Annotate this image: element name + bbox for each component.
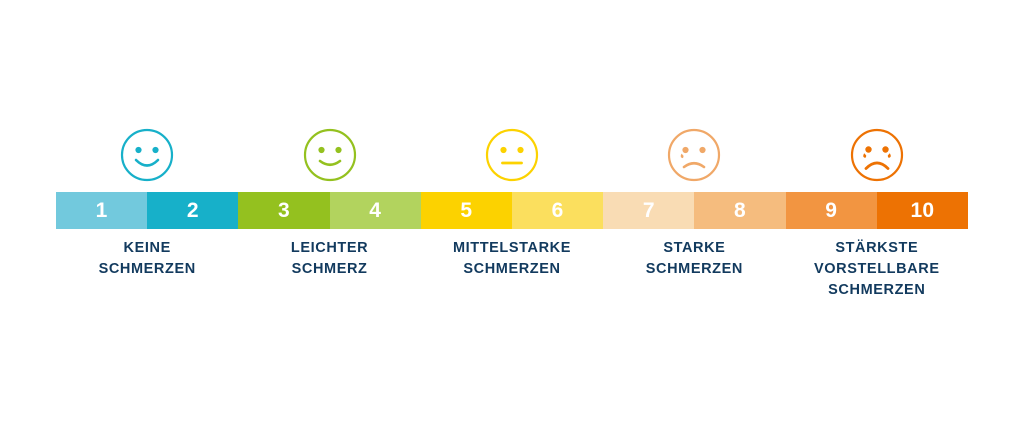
label-line: KEINE [123, 240, 171, 256]
pain-level-labels-row: KEINE SCHMERZEN LEICHTER SCHMERZ MITTELS… [56, 238, 968, 318]
scale-number: 10 [910, 199, 935, 222]
label-line: STARKE [663, 240, 726, 256]
scale-segment-1[interactable]: 1 [56, 192, 148, 229]
pain-level-label-1: KEINE SCHMERZEN [56, 238, 238, 280]
scale-segment-10[interactable]: 10 [876, 192, 968, 229]
label-line: SCHMERZ [291, 261, 368, 278]
crying-face-two-tears-icon [848, 126, 906, 184]
scale-number: 8 [734, 199, 747, 222]
scale-segment-6[interactable]: 6 [512, 192, 604, 229]
label-line: MITTELSTARKE [452, 240, 572, 256]
scale-segment-5[interactable]: 5 [420, 192, 513, 229]
scale-segment-9[interactable]: 9 [785, 192, 877, 229]
slight-smile-face-icon [301, 126, 359, 184]
sad-face-one-tear-icon [665, 126, 723, 184]
pain-level-label-2: LEICHTER SCHMERZ [238, 238, 420, 280]
label-line: SCHMERZEN [828, 282, 926, 299]
face-cell-4 [603, 120, 785, 190]
scale-number: 1 [95, 199, 108, 222]
face-cell-2 [238, 120, 420, 190]
face-icons-row [56, 120, 968, 190]
face-cell-1 [56, 120, 238, 190]
pain-scale-color-bar: 1 2 3 4 5 6 7 8 9 10 [56, 192, 968, 229]
label-line: STÄRKSTE [835, 240, 919, 256]
scale-segment-3[interactable]: 3 [238, 192, 330, 229]
scale-number: 2 [186, 199, 199, 222]
label-line: SCHMERZEN [463, 261, 561, 278]
scale-number: 7 [642, 199, 655, 222]
neutral-face-icon [483, 126, 541, 184]
label-line: SCHMERZEN [98, 261, 196, 278]
face-cell-3 [421, 120, 603, 190]
label-line: VORSTELLBARE [813, 261, 940, 278]
scale-number: 9 [825, 199, 838, 222]
scale-segment-2[interactable]: 2 [147, 192, 239, 229]
scale-number: 5 [460, 199, 473, 222]
scale-number: 6 [551, 199, 564, 222]
face-cell-5 [786, 120, 968, 190]
pain-level-label-5: STÄRKSTE VORSTELLBARE SCHMERZEN [786, 238, 968, 301]
scale-segment-7[interactable]: 7 [603, 192, 695, 229]
scale-segment-4[interactable]: 4 [329, 192, 421, 229]
scale-segment-8[interactable]: 8 [694, 192, 786, 229]
pain-level-label-4: STARKE SCHMERZEN [603, 238, 785, 280]
pain-level-label-3: MITTELSTARKE SCHMERZEN [421, 238, 603, 280]
label-line: LEICHTER [290, 240, 369, 256]
scale-number: 4 [369, 199, 382, 222]
happy-face-icon [118, 126, 176, 184]
label-line: SCHMERZEN [645, 261, 743, 278]
scale-number: 3 [278, 199, 290, 222]
